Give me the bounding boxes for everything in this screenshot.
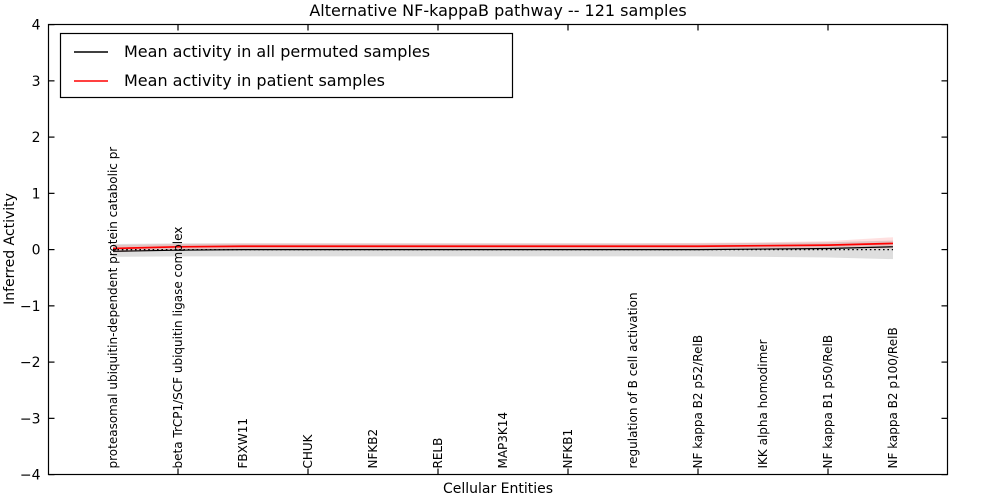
series-lines-layer <box>112 242 894 252</box>
y-tick-label: −3 <box>20 411 41 427</box>
y-axis-label: Inferred Activity <box>2 193 18 305</box>
x-category-label: CHUK <box>301 433 315 468</box>
x-category-label: RELB <box>431 438 445 469</box>
y-tick-label: 1 <box>32 186 41 202</box>
legend-box <box>59 32 514 99</box>
x-category-label: NF kappa B1 p50/RelB <box>821 335 835 469</box>
y-tick-label: −1 <box>20 299 41 315</box>
legend-label-permuted: Mean activity in all permuted samples <box>124 42 430 61</box>
y-tick-labels-layer: −4 −3 −2 −1 0 1 2 3 4 <box>20 18 41 484</box>
legend: Mean activity in all permuted samples Me… <box>59 32 514 99</box>
legend-label-patient: Mean activity in patient samples <box>124 71 385 90</box>
std-bands-layer <box>113 237 893 260</box>
x-category-label: beta TrCP1/SCF ubiquitin ligase complex <box>171 227 185 469</box>
y-tick-label: 3 <box>32 74 41 90</box>
x-category-label: MAP3K14 <box>496 412 510 469</box>
series-line-mean-activity-in-all-permuted-samples <box>112 246 894 252</box>
x-axis-label: Cellular Entities <box>443 481 553 497</box>
y-tick-label: 2 <box>32 130 41 146</box>
y-tick-label: −2 <box>20 355 41 371</box>
y-tick-label: 4 <box>32 18 41 34</box>
y-tick-label: −4 <box>20 468 41 484</box>
x-category-labels-layer: proteasomal ubiquitin-dependent protein … <box>106 147 900 469</box>
y-tick-label: 0 <box>32 243 41 259</box>
x-category-label: NF kappa B2 p100/RelB <box>886 327 900 468</box>
x-category-label: proteasomal ubiquitin-dependent protein … <box>106 147 120 469</box>
patient-std-band <box>113 237 893 253</box>
x-category-label: NFKB2 <box>366 429 380 469</box>
x-category-label: IKK alpha homodimer <box>756 339 770 468</box>
chart-title: Alternative NF-kappaB pathway -- 121 sam… <box>309 1 686 20</box>
series-line-mean-activity-in-patient-samples <box>112 242 894 250</box>
x-category-label: regulation of B cell activation <box>626 292 640 468</box>
axis-ticks-layer <box>48 24 948 476</box>
x-category-label: NF kappa B2 p52/RelB <box>691 335 705 469</box>
x-category-label: NFKB1 <box>561 429 575 469</box>
x-category-label: FBXW11 <box>236 418 250 469</box>
